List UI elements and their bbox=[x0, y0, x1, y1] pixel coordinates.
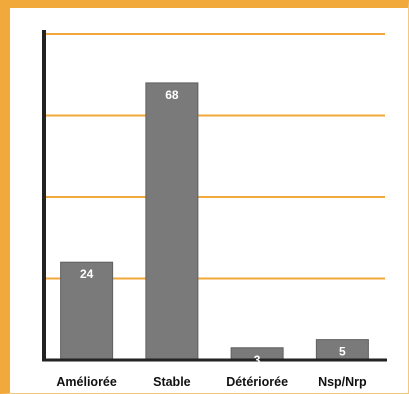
data-label: 68 bbox=[165, 88, 179, 102]
data-label: 5 bbox=[339, 345, 346, 359]
x-tick-label: Nsp/Nrp bbox=[318, 375, 367, 389]
bar-2 bbox=[145, 82, 199, 361]
bars bbox=[60, 82, 369, 361]
gridlines bbox=[44, 33, 385, 280]
x-tick-label: Détériorée bbox=[226, 375, 288, 389]
data-label: 24 bbox=[80, 267, 94, 281]
axes bbox=[42, 30, 387, 362]
x-tick-label: Améliorée bbox=[56, 375, 116, 389]
labels: 24 Améliorée 68 Stable 3 Détériorée 5 Nsp/Nrp bbox=[56, 88, 367, 389]
x-tick-label: Stable bbox=[153, 375, 191, 389]
data-label: 3 bbox=[254, 353, 261, 367]
